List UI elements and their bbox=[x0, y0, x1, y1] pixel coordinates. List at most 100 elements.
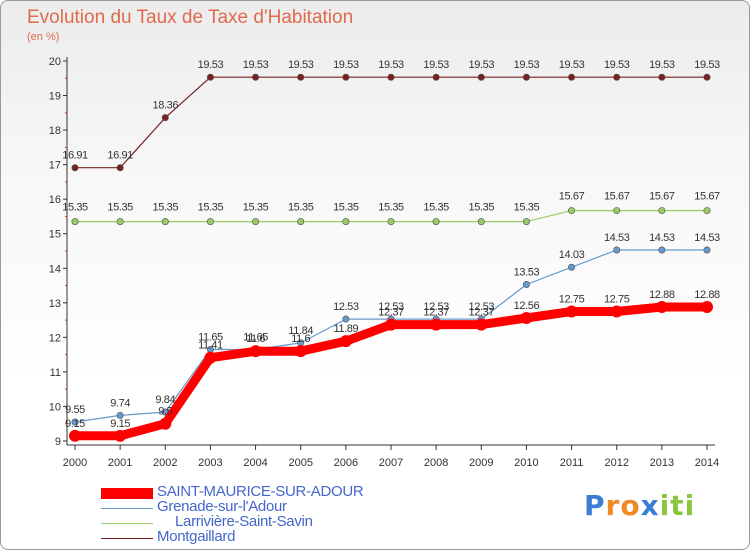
data-label-1: 9.55 bbox=[65, 404, 85, 416]
chart-title: Evolution du Taux de Taxe d'Habitation bbox=[27, 7, 354, 28]
data-point-2 bbox=[252, 218, 260, 226]
data-label-0: 12.37 bbox=[469, 307, 495, 319]
data-label-1: 13.53 bbox=[514, 267, 540, 279]
data-point-2 bbox=[342, 218, 350, 226]
y-tick-label: 19 bbox=[49, 91, 61, 103]
data-label-2: 15.67 bbox=[649, 191, 675, 203]
data-point-2 bbox=[161, 218, 169, 226]
series-lines bbox=[69, 73, 713, 442]
data-point-0 bbox=[204, 351, 217, 364]
data-label-0: 12.88 bbox=[649, 289, 675, 301]
y-tick-label: 11 bbox=[50, 367, 61, 379]
series-line-3 bbox=[74, 76, 708, 169]
data-point-3 bbox=[568, 73, 576, 81]
x-tick-label: 2011 bbox=[560, 457, 584, 469]
logo-letter: i bbox=[659, 489, 671, 522]
data-label-2: 15.67 bbox=[694, 191, 720, 203]
data-label-3: 19.53 bbox=[469, 59, 495, 71]
data-label-1: 14.53 bbox=[694, 232, 720, 244]
data-point-3 bbox=[522, 73, 530, 81]
data-label-2: 15.35 bbox=[514, 202, 540, 214]
data-point-0 bbox=[69, 429, 81, 442]
data-point-3 bbox=[432, 73, 440, 81]
data-point-1 bbox=[613, 246, 621, 254]
data-point-2 bbox=[116, 218, 124, 226]
data-label-0: 9.5 bbox=[158, 406, 172, 418]
data-label-3: 19.53 bbox=[198, 59, 224, 71]
data-label-1: 11.65 bbox=[198, 331, 223, 343]
data-point-1 bbox=[116, 411, 124, 419]
legend-label-montgaillard: Montgaillard bbox=[157, 528, 236, 545]
data-point-1 bbox=[342, 315, 350, 323]
data-point-0 bbox=[520, 312, 533, 325]
data-point-2 bbox=[206, 218, 214, 226]
data-label-2: 15.35 bbox=[62, 202, 88, 214]
data-label-0: 11.89 bbox=[333, 323, 358, 335]
data-label-3: 19.53 bbox=[378, 59, 404, 71]
data-point-0 bbox=[565, 305, 578, 318]
x-tick-label: 2007 bbox=[379, 457, 403, 469]
data-point-1 bbox=[71, 418, 79, 426]
data-label-0: 12.56 bbox=[514, 300, 540, 312]
legend-swatch-saint-maurice bbox=[101, 487, 153, 499]
data-label-3: 19.53 bbox=[333, 59, 359, 71]
y-tick-label: 17 bbox=[49, 160, 61, 172]
data-point-3 bbox=[703, 73, 711, 81]
data-label-0: 12.75 bbox=[604, 293, 630, 305]
y-tick-label: 9 bbox=[55, 436, 61, 448]
data-point-0 bbox=[294, 345, 307, 358]
data-point-3 bbox=[161, 114, 169, 122]
y-tick-label: 12 bbox=[49, 332, 61, 344]
x-tick-label: 2009 bbox=[469, 457, 493, 469]
x-tick-label: 2014 bbox=[695, 457, 719, 469]
data-point-2 bbox=[387, 218, 395, 226]
data-point-0 bbox=[339, 335, 352, 348]
x-tick-label: 2012 bbox=[604, 457, 628, 469]
data-point-1 bbox=[568, 263, 576, 271]
legend-label-grenade: Grenade-sur-l'Adour bbox=[157, 498, 287, 515]
data-point-0 bbox=[249, 345, 262, 358]
chart-subtitle: (en %) bbox=[27, 31, 60, 43]
y-tick-label: 18 bbox=[49, 125, 61, 137]
data-label-2: 15.67 bbox=[604, 191, 630, 203]
legend-swatch-grenade bbox=[101, 507, 153, 509]
y-tick-label: 16 bbox=[49, 194, 61, 206]
y-tick-label: 13 bbox=[49, 298, 61, 310]
data-point-2 bbox=[71, 218, 79, 226]
y-tick-label: 10 bbox=[49, 401, 61, 413]
legend-swatch-montgaillard bbox=[101, 537, 153, 539]
data-label-2: 15.67 bbox=[559, 191, 585, 203]
data-point-2 bbox=[658, 207, 666, 215]
data-point-0 bbox=[430, 318, 443, 331]
data-labels: 16.91 16.91 18.36 19.53 19.53 19.53 19.53 19.53… bbox=[62, 59, 720, 430]
x-tick-label: 2006 bbox=[334, 457, 358, 469]
data-point-1 bbox=[658, 246, 666, 254]
data-label-3: 16.91 bbox=[107, 150, 133, 162]
data-point-3 bbox=[342, 73, 350, 81]
data-label-3: 19.53 bbox=[423, 59, 449, 71]
data-label-2: 15.35 bbox=[378, 202, 404, 214]
data-point-3 bbox=[387, 73, 395, 81]
data-point-2 bbox=[613, 207, 621, 215]
data-point-0 bbox=[385, 318, 397, 331]
data-point-3 bbox=[613, 73, 621, 81]
data-point-2 bbox=[477, 218, 485, 226]
data-label-1: 12.53 bbox=[423, 301, 449, 313]
data-label-1: 14.53 bbox=[604, 232, 630, 244]
data-label-2: 15.35 bbox=[243, 202, 269, 214]
y-tick-label: 14 bbox=[49, 263, 61, 275]
data-label-0: 11.41 bbox=[198, 340, 223, 352]
x-tick-label: 2004 bbox=[243, 457, 267, 469]
data-point-3 bbox=[477, 73, 485, 81]
data-point-3 bbox=[658, 73, 666, 81]
x-tick-label: 2001 bbox=[108, 457, 132, 469]
data-label-1: 9.74 bbox=[110, 397, 130, 409]
proxiti-logo: Proxiti bbox=[584, 489, 695, 522]
data-point-3 bbox=[206, 73, 214, 81]
data-label-0: 12.88 bbox=[694, 289, 720, 301]
data-label-2: 15.35 bbox=[423, 202, 449, 214]
logo-letter: P bbox=[584, 489, 606, 522]
data-label-0: 11.6 bbox=[246, 333, 265, 345]
